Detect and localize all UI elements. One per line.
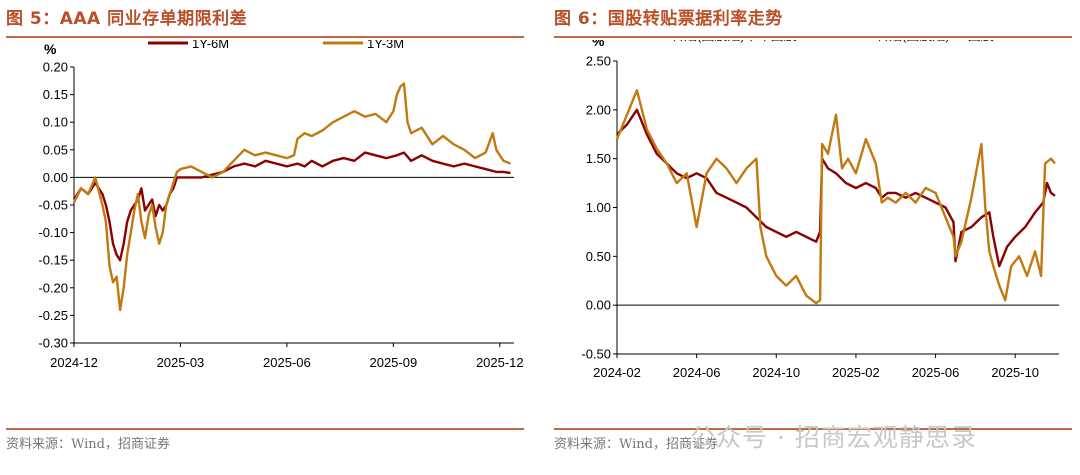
x-tick-label: 2025-09	[369, 355, 417, 370]
bill-rate-chart: % 2.50 2.00 1.50 1.00 0.50 0.00 -0.50 2024-02 202…	[581, 40, 1059, 380]
y-tick-label: 0.20	[43, 60, 68, 75]
x-tick-label: 2025-03	[157, 355, 205, 370]
source-rule	[554, 428, 1072, 430]
y-tick-label: 1.00	[586, 200, 611, 215]
y-tick-label: 0.05	[43, 142, 68, 157]
y-tick-label: -0.10	[38, 225, 68, 240]
y-tick-label: -0.20	[38, 280, 68, 295]
y-tick-label: -0.25	[38, 308, 68, 323]
x-tick-label: 2025-10	[991, 365, 1039, 380]
x-tick-label: 2024-12	[50, 355, 98, 370]
figure-6-panel: 图 6：国股转贴票据利率走势 % 2.50 2.00 1.50 1.00 0.50 0.00…	[548, 0, 1078, 475]
figure-5-panel: 图 5：AAA 同业存单期限利差 % 0.20 0.15 0.10 0.05 0.00 -0…	[0, 0, 530, 475]
y-tick-label: 0.00	[586, 298, 611, 313]
series-line-1	[72, 82, 511, 312]
figure-5-source: 资料来源：Wind，招商证券	[6, 437, 170, 452]
series-line-1	[615, 89, 1056, 305]
y-tick-label: 0.50	[586, 249, 611, 264]
figure-5-title: 图 5：AAA 同业存单期限利差	[6, 9, 248, 29]
x-tick-label: 2024-10	[752, 365, 800, 380]
y-tick-label: 0.10	[43, 115, 68, 130]
y-unit-label: %	[592, 40, 605, 49]
figure-6-title: 图 6：国股转贴票据利率走势	[554, 9, 783, 29]
x-tick-label: 2025-06	[263, 355, 311, 370]
spread-chart: % 0.20 0.15 0.10 0.05 0.00 -0.05 -0.10 -0.15 -0.2…	[38, 40, 524, 370]
legend-label: 1Y-3M	[367, 40, 404, 51]
y-tick-label: -0.30	[38, 336, 68, 351]
watermark: 公众号 · 招商宏观静思录	[690, 423, 977, 452]
x-tick-label: 2024-06	[673, 365, 721, 380]
y-tick-label: -0.50	[581, 347, 611, 362]
x-tick-label: 2025-12	[476, 355, 524, 370]
x-tick-label: 2025-06	[912, 365, 960, 380]
x-tick-label: 2024-02	[593, 365, 641, 380]
title-rule	[6, 36, 524, 38]
legend-label: 转贴(国股贴)半年国股	[671, 40, 797, 43]
y-tick-label: 0.00	[43, 170, 68, 185]
legend-label: 转贴(国股贴)3M国股	[876, 40, 994, 43]
y-unit-label: %	[44, 41, 57, 57]
figure-6-source: 资料来源：Wind，招商证券	[554, 437, 718, 452]
legend-label: 1Y-6M	[192, 40, 229, 51]
y-tick-label: -0.05	[38, 198, 68, 213]
y-tick-label: 2.50	[586, 54, 611, 69]
series-line-0	[72, 151, 511, 262]
title-rule	[554, 36, 1072, 38]
x-tick-label: 2025-02	[832, 365, 880, 380]
y-tick-label: -0.15	[38, 253, 68, 268]
y-tick-label: 1.50	[586, 151, 611, 166]
source-rule	[6, 428, 524, 430]
y-tick-label: 0.15	[43, 87, 68, 102]
series-line-0	[616, 108, 1056, 268]
y-tick-label: 2.00	[586, 102, 611, 117]
